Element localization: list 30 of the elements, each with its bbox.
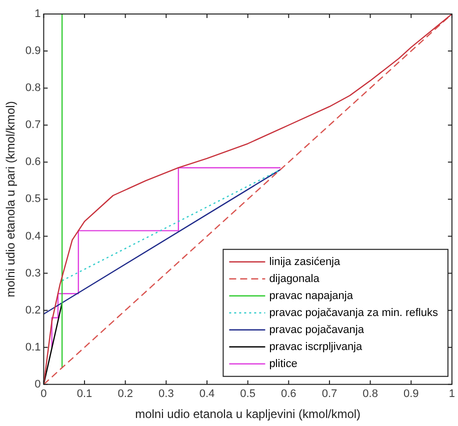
- y-tick-label: 0.4: [25, 230, 41, 242]
- legend-label: plitice: [269, 358, 298, 370]
- x-tick-label: 1: [448, 388, 456, 400]
- y-tick-label: 1: [34, 8, 41, 20]
- y-tick-label: 0.8: [25, 82, 41, 94]
- x-tick-label: 0.4: [199, 388, 215, 400]
- x-tick-label: 0.9: [403, 388, 419, 400]
- y-tick-label: 0.7: [25, 119, 41, 132]
- legend-label: pravac iscrpljivanja: [269, 340, 363, 353]
- x-tick-label: 0.8: [362, 388, 378, 400]
- x-tick-label: 0.3: [158, 388, 174, 400]
- y-tick-label: 0: [34, 378, 41, 390]
- x-tick-label: 0.7: [322, 388, 338, 400]
- legend-label: pravac napajanja: [269, 290, 354, 302]
- x-tick-label: 0.1: [76, 388, 92, 400]
- legend-label: pravac pojačavanja za min. refluks: [269, 306, 438, 319]
- y-tick-label: 0.9: [25, 45, 41, 58]
- y-tick-label: 0.2: [25, 304, 41, 316]
- x-tick-label: 0.5: [240, 388, 256, 400]
- y-axis-title: molni udio etanola u pari (kmol/kmol): [4, 101, 18, 298]
- y-tick-label: 0.1: [25, 341, 41, 354]
- y-tick-label: 0.3: [25, 267, 41, 280]
- x-tick-label: 0.2: [118, 388, 133, 400]
- x-tick-label: 0.6: [280, 388, 296, 400]
- y-tick-label: 0.6: [25, 156, 41, 168]
- legend-label: dijagonala: [269, 272, 320, 285]
- legend-label: pravac pojačavanja: [269, 324, 365, 336]
- y-tick-label: 0.5: [25, 193, 41, 206]
- legend-label: linija zasićenja: [269, 256, 341, 268]
- x-axis-title: molni udio etanola u kapljevini (kmol/kmol): [135, 407, 361, 422]
